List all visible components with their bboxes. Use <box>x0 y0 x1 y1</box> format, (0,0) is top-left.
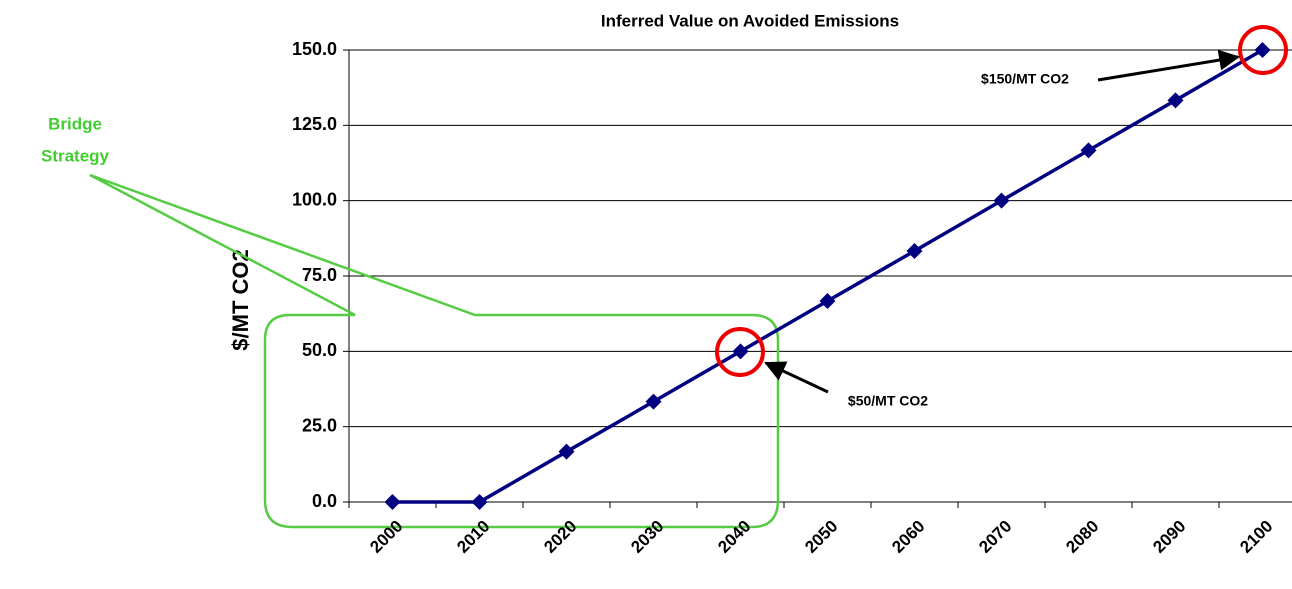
plot <box>384 42 1271 510</box>
y-tick-label: 125.0 <box>292 114 337 134</box>
y-tick-label: 75.0 <box>302 265 337 285</box>
x-tick-label: 2070 <box>975 517 1015 557</box>
x-tick-label: 2100 <box>1236 517 1276 557</box>
x-tick-label: 2030 <box>627 517 667 557</box>
x-tick-label: 2090 <box>1149 517 1189 557</box>
x-tick-label: 2060 <box>888 517 928 557</box>
data-point <box>1254 42 1271 58</box>
y-tick-label: 25.0 <box>302 415 337 435</box>
data-point <box>732 343 749 360</box>
data-point <box>471 494 488 510</box>
data-point <box>819 293 836 310</box>
x-tick-label: 2000 <box>366 517 406 557</box>
y-axis-label: $/MT CO2 <box>228 249 253 350</box>
y-tick-label: 50.0 <box>302 340 337 360</box>
data-point <box>993 192 1010 209</box>
data-point <box>384 494 401 510</box>
highlight-circle <box>715 327 765 377</box>
y-tick-label: 150.0 <box>292 39 337 59</box>
data-point <box>1080 142 1097 159</box>
annotation: $150/MT CO2 <box>981 71 1069 87</box>
annotation: $50/MT CO2 <box>848 393 928 409</box>
data-point <box>906 242 923 259</box>
y-tick-label: 0.0 <box>312 491 337 511</box>
annotation: Bridge <box>48 114 102 133</box>
data-point <box>558 443 575 460</box>
x-tick-label: 2080 <box>1062 517 1102 557</box>
chart-title: Inferred Value on Avoided Emissions <box>601 11 899 30</box>
y-tick-label: 100.0 <box>292 189 337 209</box>
x-tick-label: 2020 <box>540 517 580 557</box>
x-tick-label: 2040 <box>714 517 754 557</box>
x-tick-label: 2010 <box>453 517 493 557</box>
data-point <box>1167 92 1184 109</box>
annotation: Strategy <box>41 146 110 165</box>
arrow <box>764 361 829 394</box>
bridge-callout <box>89 173 780 529</box>
arrow <box>1097 49 1241 82</box>
data-point <box>645 393 662 410</box>
grid <box>343 49 1292 508</box>
x-tick-label: 2050 <box>801 517 841 557</box>
